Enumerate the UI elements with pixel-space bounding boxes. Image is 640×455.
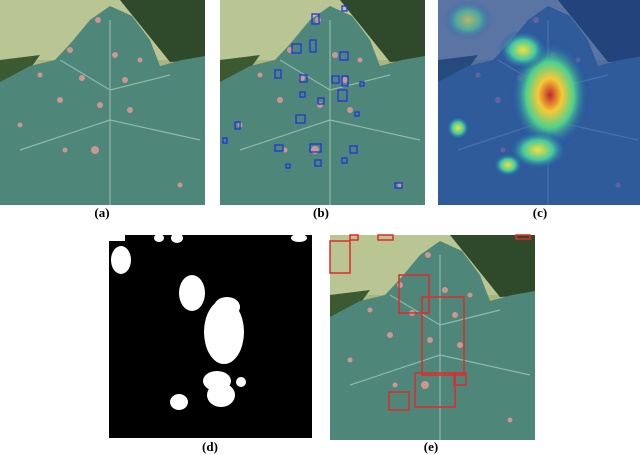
panel-e [329,234,536,441]
label: (d) [202,439,218,454]
panel-a [0,0,206,206]
panel-c [437,0,640,206]
label: (e) [424,439,438,454]
label: (b) [313,205,329,220]
label: (a) [94,205,109,220]
label: (c) [533,205,547,220]
panel-d [109,233,312,438]
panel-b [219,0,426,206]
